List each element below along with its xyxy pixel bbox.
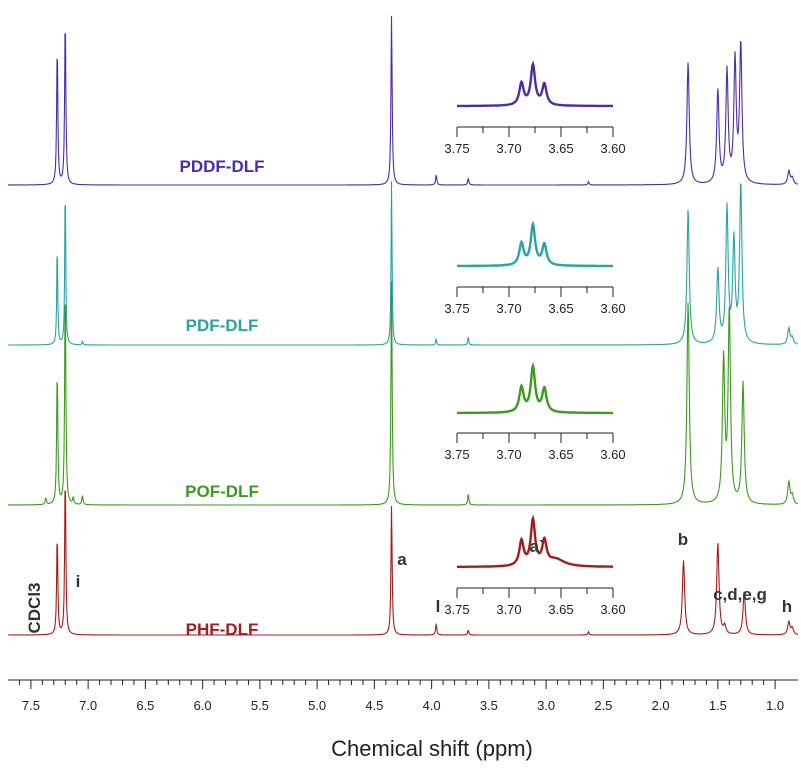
peak-label-h: h: [782, 597, 792, 616]
peak-label-c-d-e-g: c,d,e,g: [713, 585, 767, 604]
x-tick-label: 2.5: [594, 698, 612, 713]
inset-tick-label: 3.70: [496, 447, 521, 462]
inset-tick-label: 3.65: [548, 141, 573, 156]
x-tick-label: 3.0: [537, 698, 555, 713]
x-tick-label: 6.0: [194, 698, 212, 713]
inset-tick-label: 3.65: [548, 301, 573, 316]
x-tick-label: 4.5: [365, 698, 383, 713]
x-tick-label: 5.5: [251, 698, 269, 713]
series-label-pddf-dlf: PDDF-DLF: [180, 157, 265, 176]
x-tick-label: 2.0: [652, 698, 670, 713]
x-tick-label: 5.0: [308, 698, 326, 713]
spectrum-line-phf-dlf: [8, 490, 799, 636]
inset-spectrum-pdf-dlf: [457, 220, 613, 268]
spectrum-line-pof-dlf: [8, 281, 799, 506]
inset-tick-label: 3.75: [444, 301, 469, 316]
inset-spectrum-phf-dlf: [457, 514, 613, 568]
peak-label-a: a: [397, 550, 407, 569]
series-label-phf-dlf: PHF-DLF: [186, 620, 259, 639]
inset-tick-label: 3.60: [600, 141, 625, 156]
x-tick-label: 3.5: [480, 698, 498, 713]
peak-label-b: b: [678, 530, 688, 549]
x-tick-label: 1.5: [709, 698, 727, 713]
inset-tick-label: 3.70: [496, 141, 521, 156]
peak-label-a-: a`: [529, 537, 544, 556]
peak-label-l: l: [436, 597, 441, 616]
inset-tick-label: 3.75: [444, 602, 469, 617]
spectrum-line-pdf-dlf: [8, 181, 799, 346]
spectrum-line-pddf-dlf: [8, 15, 799, 186]
series-label-pdf-dlf: PDF-DLF: [186, 316, 259, 335]
x-axis-title: Chemical shift (ppm): [331, 736, 533, 761]
x-tick-label: 1.0: [766, 698, 784, 713]
x-tick-label: 4.0: [423, 698, 441, 713]
x-tick-label: 7.5: [22, 698, 40, 713]
peak-label-i: i: [76, 572, 81, 591]
inset-tick-label: 3.70: [496, 602, 521, 617]
series-label-pof-dlf: POF-DLF: [185, 482, 259, 501]
peak-label-cdcl3: CDCl3: [25, 582, 44, 633]
inset-tick-label: 3.75: [444, 141, 469, 156]
inset-tick-label: 3.60: [600, 447, 625, 462]
inset-tick-label: 3.65: [548, 447, 573, 462]
inset-tick-label: 3.60: [600, 301, 625, 316]
inset-tick-label: 3.75: [444, 447, 469, 462]
x-tick-label: 6.5: [136, 698, 154, 713]
inset-tick-label: 3.70: [496, 301, 521, 316]
inset-tick-label: 3.65: [548, 602, 573, 617]
x-tick-label: 7.0: [79, 698, 97, 713]
inset-tick-label: 3.60: [600, 602, 625, 617]
inset-spectrum-pof-dlf: [457, 362, 613, 415]
inset-spectrum-pddf-dlf: [457, 60, 613, 108]
